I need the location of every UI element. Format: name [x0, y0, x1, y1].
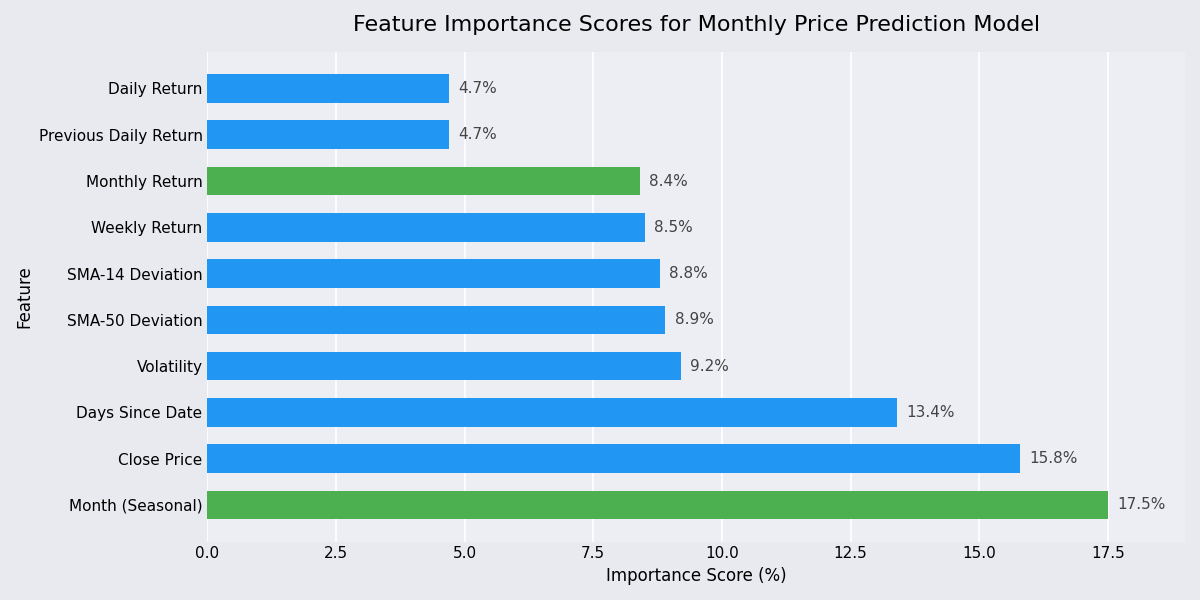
Bar	[208, 74, 449, 103]
Bar	[208, 352, 680, 380]
Bar	[208, 167, 640, 196]
Text: 17.5%: 17.5%	[1117, 497, 1165, 512]
Bar	[208, 259, 660, 288]
Title: Feature Importance Scores for Monthly Price Prediction Model: Feature Importance Scores for Monthly Pr…	[353, 15, 1039, 35]
Bar	[208, 398, 896, 427]
Text: 4.7%: 4.7%	[458, 127, 497, 142]
Bar	[208, 213, 644, 242]
Y-axis label: Feature: Feature	[16, 265, 34, 328]
Text: 8.9%: 8.9%	[674, 313, 714, 328]
X-axis label: Importance Score (%): Importance Score (%)	[606, 567, 786, 585]
Text: 8.5%: 8.5%	[654, 220, 692, 235]
Bar	[208, 121, 449, 149]
Text: 4.7%: 4.7%	[458, 81, 497, 96]
Text: 8.8%: 8.8%	[670, 266, 708, 281]
Bar	[208, 491, 1108, 520]
Bar	[208, 445, 1020, 473]
Text: 8.4%: 8.4%	[649, 173, 688, 188]
Text: 9.2%: 9.2%	[690, 359, 728, 374]
Text: 15.8%: 15.8%	[1030, 451, 1078, 466]
Text: 13.4%: 13.4%	[906, 405, 955, 420]
Bar	[208, 305, 665, 334]
